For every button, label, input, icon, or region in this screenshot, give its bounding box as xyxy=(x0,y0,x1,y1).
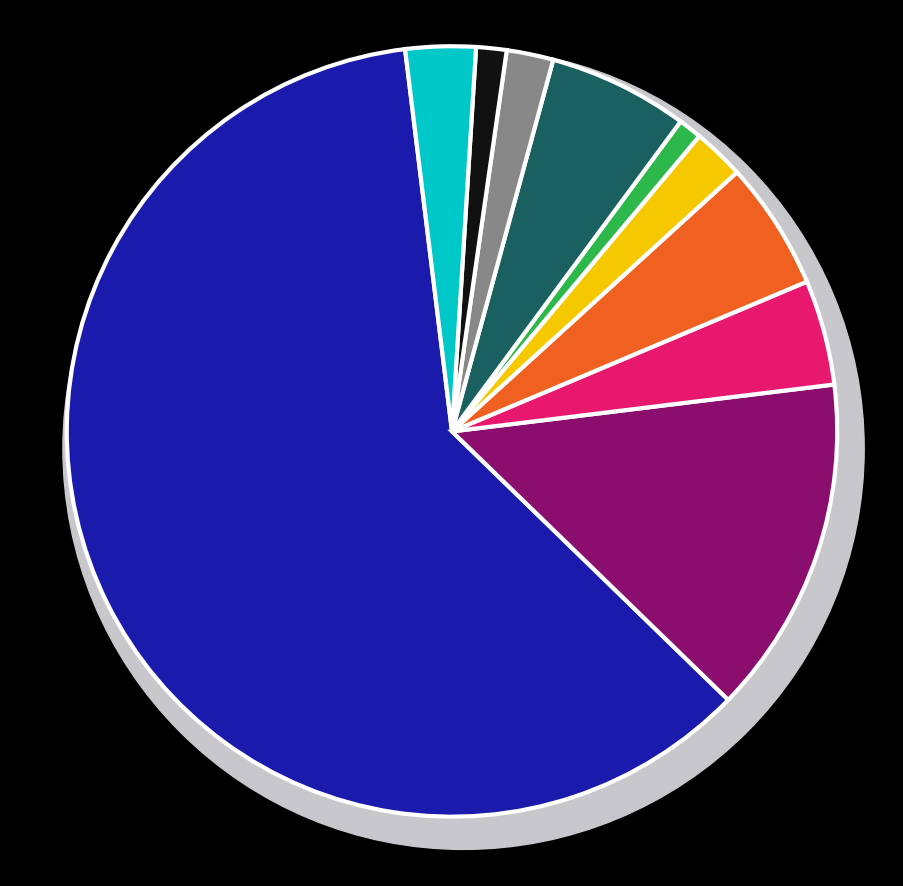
Wedge shape xyxy=(452,282,833,431)
Wedge shape xyxy=(452,136,736,431)
Wedge shape xyxy=(452,172,806,431)
Wedge shape xyxy=(405,46,476,431)
Circle shape xyxy=(63,48,863,850)
Wedge shape xyxy=(452,47,507,431)
Wedge shape xyxy=(67,49,728,817)
Wedge shape xyxy=(452,59,680,431)
Wedge shape xyxy=(452,51,553,431)
Wedge shape xyxy=(452,121,699,431)
Wedge shape xyxy=(452,385,836,700)
